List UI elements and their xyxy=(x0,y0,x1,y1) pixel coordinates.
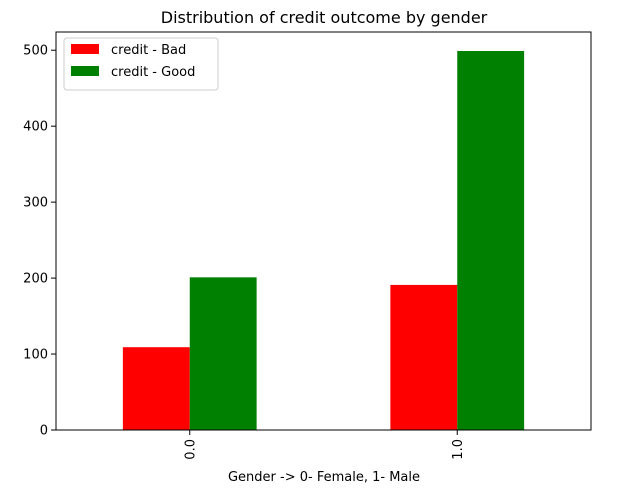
bars-layer xyxy=(122,50,525,430)
legend-box xyxy=(63,37,219,91)
y-tick-label-0: 0 xyxy=(40,424,48,439)
chart-title: Distribution of credit outcome by gender xyxy=(161,8,488,27)
y-axis: 0 100 200 300 400 500 xyxy=(23,44,56,439)
legend-label-0: credit - Bad xyxy=(111,43,186,58)
bar-good-0 xyxy=(189,277,257,430)
y-tick-label-300: 300 xyxy=(23,196,48,211)
bar-bad-1 xyxy=(390,284,458,430)
legend: credit - Bad credit - Good xyxy=(63,37,219,91)
x-axis-label: Gender -> 0- Female, 1- Male xyxy=(228,470,420,485)
y-tick-label-200: 200 xyxy=(23,272,48,287)
legend-items: credit - Bad credit - Good xyxy=(71,43,195,80)
legend-label-1: credit - Good xyxy=(111,65,195,80)
y-tick-label-100: 100 xyxy=(23,348,48,363)
x-tick-label-0: 0.0 xyxy=(183,439,198,460)
x-axis: 0.0 1.0 xyxy=(183,430,466,460)
bar-bad-0 xyxy=(122,347,190,430)
legend-swatch-1 xyxy=(71,66,99,76)
y-tick-label-500: 500 xyxy=(23,44,48,59)
y-tick-label-400: 400 xyxy=(23,120,48,135)
x-tick-label-1: 1.0 xyxy=(451,439,466,460)
bar-good-1 xyxy=(457,50,525,430)
plot-frame xyxy=(55,31,592,431)
legend-swatch-0 xyxy=(71,44,99,54)
